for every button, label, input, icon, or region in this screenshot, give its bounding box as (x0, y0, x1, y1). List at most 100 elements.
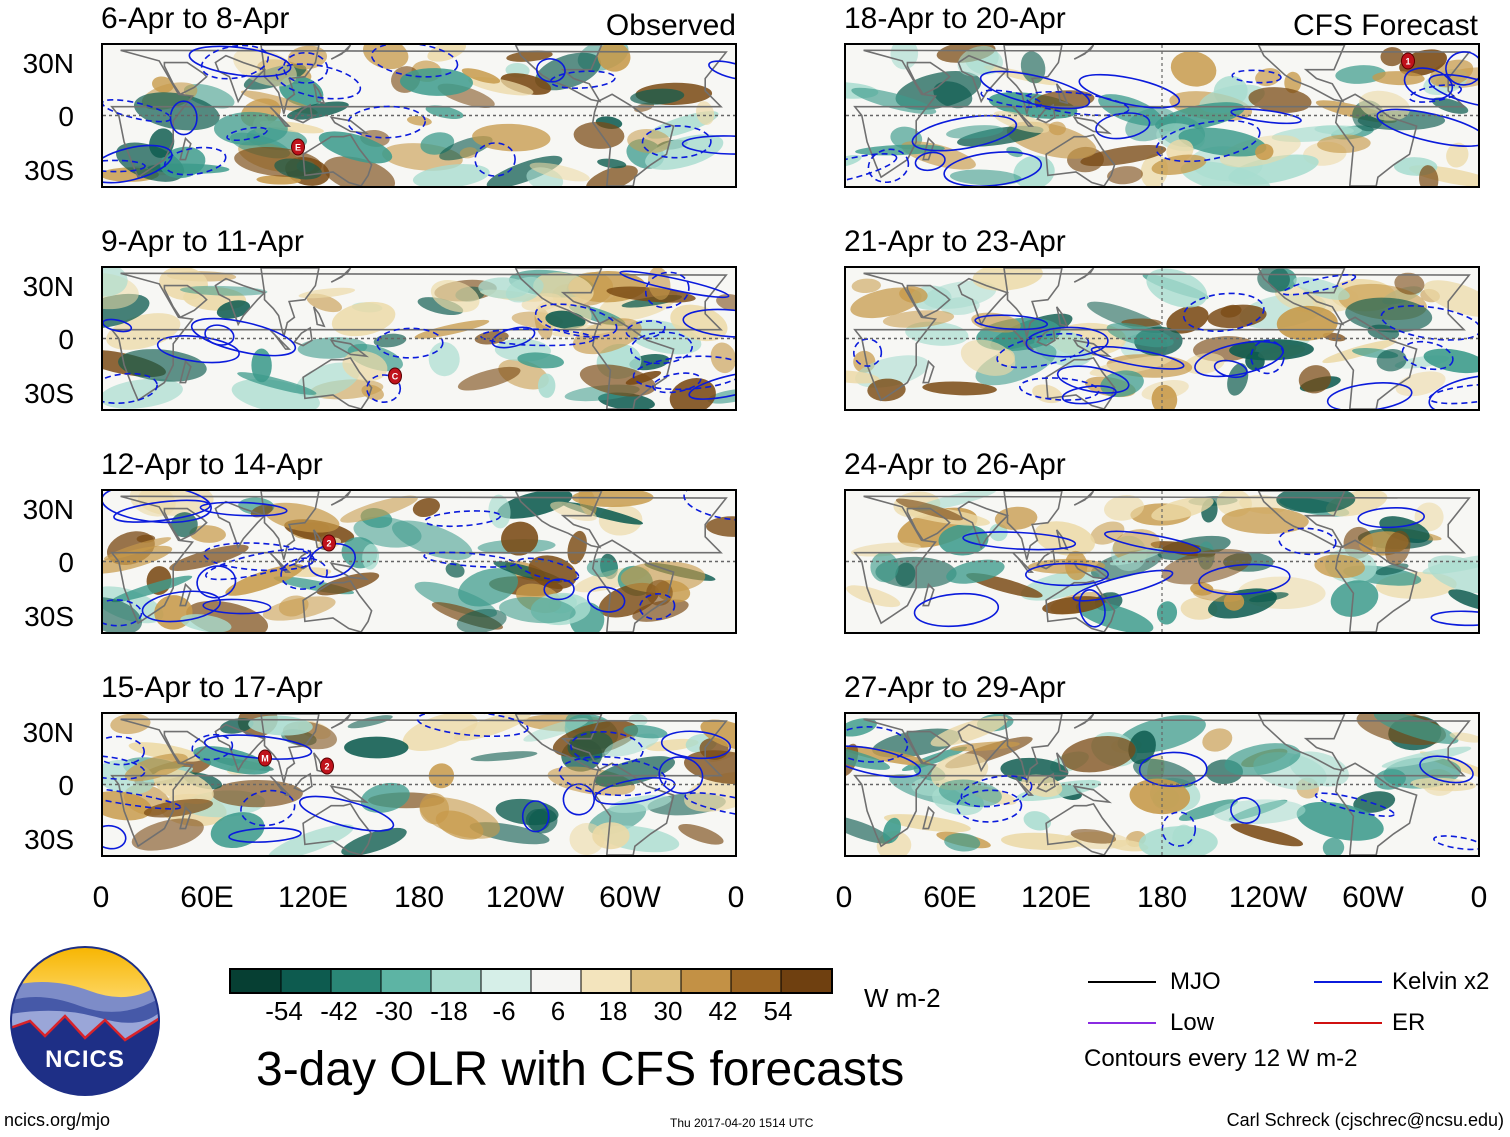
panel-title-1: 6-Apr to 8-Apr (101, 2, 290, 35)
olr-anomaly-blob (1180, 597, 1218, 620)
olr-anomaly-blob (1180, 161, 1271, 186)
coastline (1257, 714, 1346, 772)
coastline (293, 326, 313, 347)
main-title: 3-day OLR with CFS forecasts (256, 1043, 905, 1096)
olr-anomaly-blob (458, 568, 519, 607)
olr-anomaly-blob (1023, 811, 1052, 831)
coastline (269, 552, 292, 573)
coastline (110, 272, 728, 402)
coastline (1055, 306, 1069, 328)
colorbar-label: -30 (375, 996, 413, 1026)
kelvin-contour (1019, 377, 1100, 401)
olr-anomaly-blob (938, 779, 1002, 808)
legend-kelvin-label: Kelvin x2 (1392, 968, 1490, 995)
olr-anomaly-blob (1419, 165, 1439, 186)
olr-anomaly-blob (569, 822, 605, 855)
olr-anomaly-blob (400, 68, 473, 96)
kelvin-contour (275, 63, 362, 100)
olr-anomaly-blob (425, 105, 464, 119)
olr-anomaly-blob (620, 561, 706, 594)
kelvin-contour (632, 355, 735, 391)
olr-anomaly-blob (1221, 507, 1309, 534)
olr-anomaly-blob (545, 310, 586, 329)
kelvin-contour (1428, 383, 1478, 405)
olr-anomaly-blob (219, 718, 254, 734)
olr-anomaly-blob (1021, 774, 1063, 797)
olr-anomaly-blob (1128, 730, 1156, 765)
legend-mjo-line (1088, 981, 1156, 983)
olr-anomaly-blob (930, 715, 1008, 747)
olr-anomaly-blob (609, 794, 672, 813)
legend-er-line (1314, 1022, 1382, 1024)
olr-anomaly-blob (604, 733, 659, 757)
legend-mjo-label: MJO (1170, 968, 1221, 995)
olr-anomaly-blob (971, 312, 1021, 333)
olr-anomaly-blob (1075, 601, 1154, 632)
coastline (1036, 772, 1056, 793)
olr-anomaly-blob (193, 746, 271, 775)
olr-anomaly-blob (1322, 837, 1345, 855)
coastline (1003, 491, 1063, 560)
olr-anomaly-blob (1410, 777, 1476, 792)
olr-anomaly-blob (1422, 554, 1478, 575)
kelvin-contour (191, 733, 234, 761)
coastline (312, 83, 326, 105)
olr-anomaly-blob (1448, 589, 1478, 611)
olr-anomaly-blob (594, 756, 676, 788)
kelvin-contour (1281, 274, 1357, 296)
kelvin-contour (594, 777, 676, 805)
map-panel-6 (844, 266, 1480, 411)
colorbar-swatch (431, 970, 482, 992)
olr-anomaly-blob (262, 596, 336, 621)
ncics-logo: NCICS (10, 946, 160, 1096)
olr-anomaly-blob (923, 280, 997, 309)
kelvin-contour (846, 745, 922, 778)
coastline (1045, 802, 1116, 855)
coastline (1073, 45, 1095, 60)
olr-anomaly-blob (461, 68, 501, 84)
olr-anomaly-blob (225, 564, 304, 596)
colorbar-label: -18 (430, 996, 468, 1026)
kelvin-contour (570, 730, 644, 766)
kelvin-contour (960, 775, 1033, 808)
map-panel-5: 1 (844, 43, 1480, 188)
xtick-left: 0 (92, 881, 110, 914)
kelvin-contour (619, 270, 730, 299)
coastline (1072, 116, 1113, 135)
olr-anomaly-blob (419, 797, 500, 839)
olr-anomaly-blob (1317, 134, 1371, 154)
kelvin-contour (1155, 119, 1261, 163)
panel-title-6: 21-Apr to 23-Apr (844, 225, 1066, 258)
colorbar-swatch (381, 970, 432, 992)
colorbar-units: W m-2 (864, 983, 941, 1013)
olr-anomaly-blob (645, 134, 724, 170)
olr-anomaly-blob (1293, 276, 1350, 300)
olr-anomaly-blob (241, 90, 318, 115)
olr-anomaly-blob (597, 45, 631, 72)
olr-map-7 (846, 491, 1478, 632)
olr-anomaly-blob (341, 827, 407, 855)
kelvin-contour (625, 320, 666, 340)
kelvin-contour (200, 45, 269, 80)
olr-anomaly-blob (870, 552, 899, 583)
olr-anomaly-blob (883, 814, 971, 833)
coastline (293, 772, 313, 793)
olr-anomaly-blob (579, 364, 656, 397)
olr-anomaly-blob (1061, 736, 1136, 773)
coastline (591, 539, 675, 632)
olr-anomaly-blob (1394, 272, 1425, 295)
olr-anomaly-blob (1414, 502, 1444, 532)
footer-url[interactable]: ncics.org/mjo (4, 1110, 111, 1130)
olr-anomaly-blob (623, 725, 668, 739)
olr-anomaly-blob (846, 815, 893, 844)
kelvin-contour (1230, 797, 1261, 824)
coastline (330, 45, 352, 60)
kelvin-contour (103, 372, 158, 405)
kelvin-contour (370, 45, 459, 78)
olr-anomaly-blob (153, 768, 214, 805)
coastline (1072, 339, 1113, 358)
kelvin-contour (1231, 69, 1282, 84)
kelvin-contour (914, 151, 946, 172)
map-panel-7 (844, 489, 1480, 634)
olr-anomaly-blob (103, 268, 128, 297)
